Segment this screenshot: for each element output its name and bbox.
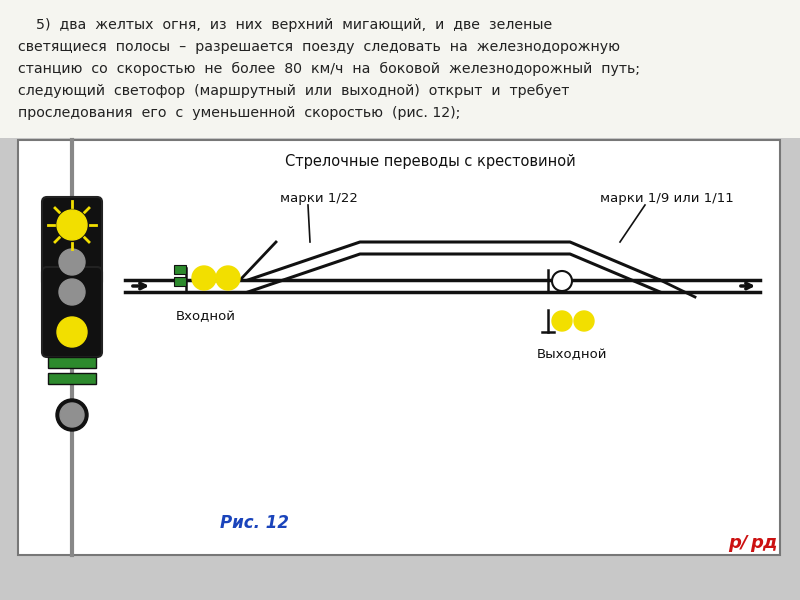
Text: Выходной: Выходной	[537, 348, 607, 361]
Circle shape	[56, 399, 88, 431]
Text: рд: рд	[750, 534, 778, 552]
Bar	[0, 0, 800, 138]
Text: марки 1/22: марки 1/22	[280, 192, 358, 205]
Text: светящиеся  полосы  –  разрешается  поезду  следовать  на  железнодорожную: светящиеся полосы – разрешается поезду с…	[18, 40, 620, 54]
Circle shape	[192, 266, 216, 290]
Circle shape	[59, 279, 85, 305]
Bar	[48, 373, 96, 384]
Bar	[174, 277, 186, 286]
Text: Стрелочные переводы с крестовиной: Стрелочные переводы с крестовиной	[285, 154, 575, 169]
Circle shape	[57, 317, 87, 347]
Circle shape	[216, 266, 240, 290]
Circle shape	[59, 249, 85, 275]
Text: следующий  светофор  (маршрутный  или  выходной)  открыт  и  требует: следующий светофор (маршрутный или выход…	[18, 84, 570, 98]
Circle shape	[60, 403, 84, 427]
Text: 5)  два  желтых  огня,  из  них  верхний  мигающий,  и  две  зеленые: 5) два желтых огня, из них верхний мигаю…	[18, 18, 552, 32]
Text: Рис. 12: Рис. 12	[221, 514, 290, 532]
Text: станцию  со  скоростью  не  более  80  км/ч  на  боковой  железнодорожный  путь;: станцию со скоростью не более 80 км/ч на…	[18, 62, 640, 76]
Text: Входной: Входной	[176, 310, 236, 323]
Bar	[174, 265, 186, 274]
Circle shape	[574, 311, 594, 331]
Text: р/: р/	[729, 534, 748, 552]
Circle shape	[552, 311, 572, 331]
Bar	[18, 140, 780, 555]
Circle shape	[57, 210, 87, 240]
FancyBboxPatch shape	[42, 197, 102, 287]
Text: марки 1/9 или 1/11: марки 1/9 или 1/11	[600, 192, 734, 205]
Bar	[48, 357, 96, 368]
Text: проследования  его  с  уменьшенной  скоростью  (рис. 12);: проследования его с уменьшенной скорость…	[18, 106, 460, 120]
Circle shape	[552, 271, 572, 291]
FancyBboxPatch shape	[42, 267, 102, 357]
